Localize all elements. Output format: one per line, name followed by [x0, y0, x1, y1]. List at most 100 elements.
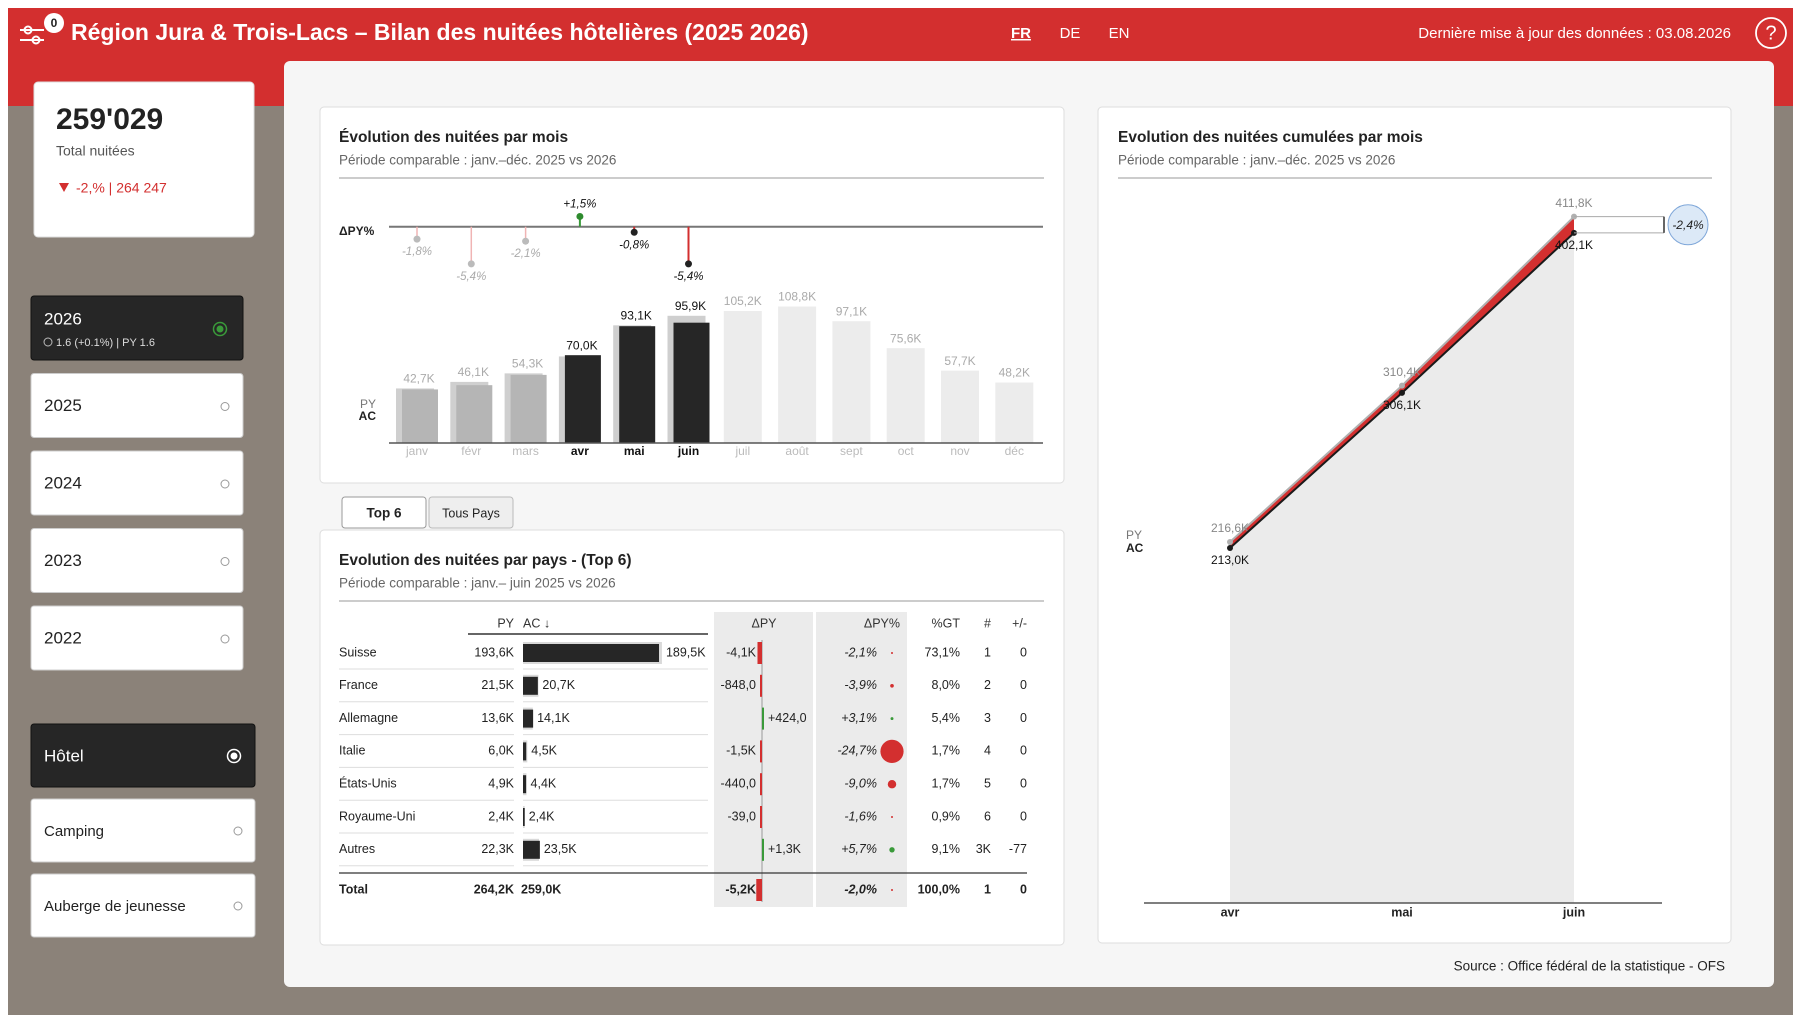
dpy-pct-dot	[880, 739, 904, 764]
legend-py: PY	[1126, 528, 1142, 542]
year-button[interactable]	[30, 373, 244, 438]
ac-bar	[402, 389, 438, 443]
py-value: 4,9K	[488, 776, 514, 790]
tab-label: Top 6	[367, 506, 402, 521]
type-button[interactable]	[30, 798, 256, 863]
card-subtitle: Période comparable : janv.–déc. 2025 vs …	[339, 153, 616, 168]
language-option[interactable]: EN	[1109, 25, 1130, 42]
card-title: Evolution des nuitées cumulées par mois	[1118, 129, 1423, 146]
series-point	[1227, 539, 1233, 545]
type-label: Hôtel	[44, 746, 84, 765]
legend-ac: AC	[359, 409, 377, 423]
dpy-pct-value: +5,7%	[841, 842, 877, 856]
delta-dot	[522, 237, 530, 245]
dpy-value: -848,0	[721, 678, 756, 692]
py-value: 13,6K	[481, 711, 514, 725]
column-header: ΔPY	[751, 616, 777, 630]
dpy-bar	[762, 707, 764, 730]
dpy-value: +1,3K	[768, 842, 802, 856]
series-point	[1227, 545, 1233, 551]
delta-value: -5,4%	[456, 271, 486, 283]
kpi-value: 259'029	[56, 103, 163, 136]
change-value: 0	[1020, 809, 1027, 823]
legend-py: PY	[360, 397, 376, 411]
card-subtitle: Période comparable : janv.–déc. 2025 vs …	[1118, 153, 1395, 168]
x-tick-label: mai	[624, 444, 645, 458]
language-option[interactable]: FR	[1011, 25, 1031, 42]
dpy-value: -440,0	[721, 776, 756, 790]
column-header: #	[984, 616, 991, 630]
radio-dot	[230, 752, 238, 760]
x-tick-label: avr	[1221, 905, 1240, 919]
type-button[interactable]	[30, 723, 256, 788]
country-name: Autres	[339, 842, 375, 856]
py-value: 193,6K	[474, 645, 514, 659]
bar-label: 108,8K	[778, 290, 816, 304]
down-arrow	[59, 183, 69, 192]
card-title: Évolution des nuitées par mois	[339, 129, 568, 146]
bar-label: 75,6K	[890, 331, 921, 345]
change-value: 0	[1020, 711, 1027, 725]
year-button[interactable]	[30, 605, 244, 671]
tab[interactable]	[428, 496, 514, 529]
bar-label: 97,1K	[836, 304, 867, 318]
year-button[interactable]	[30, 295, 244, 361]
x-tick-label: août	[785, 444, 809, 458]
bar-label: 70,0K	[566, 338, 597, 352]
tab[interactable]	[341, 496, 427, 529]
language-option[interactable]: DE	[1060, 25, 1081, 42]
ac-bar	[510, 374, 547, 443]
ac-bar	[564, 355, 601, 443]
ac-value: 4,5K	[531, 744, 557, 758]
ac-bar	[523, 808, 525, 826]
filter-icon[interactable]	[20, 25, 44, 45]
x-tick-label: juin	[1562, 905, 1585, 919]
year-label: 2025	[44, 396, 82, 415]
ac-bar	[523, 676, 538, 695]
icon-knob	[31, 35, 41, 45]
delta-value: -5,4%	[673, 271, 703, 283]
delta-dot	[413, 235, 421, 243]
rank-value: 1	[984, 882, 991, 896]
delta-value: -2,4%	[1672, 218, 1704, 232]
dpy-bar	[762, 838, 764, 861]
ac-value: 20,7K	[542, 678, 575, 692]
kpi-card	[33, 81, 255, 238]
rank-value: 2	[984, 678, 991, 692]
clock-icon	[43, 337, 53, 347]
column-header: PY	[497, 616, 514, 630]
gt-value: 5,4%	[932, 711, 961, 725]
country-name: Royaume-Uni	[339, 809, 415, 823]
delta-dot	[630, 228, 638, 236]
type-label: Camping	[44, 823, 104, 840]
year-button[interactable]	[30, 528, 244, 593]
bar-label: 54,3K	[512, 357, 543, 371]
bar-label: 48,2K	[999, 366, 1030, 380]
rank-value: 3	[984, 711, 991, 725]
py-bar	[941, 370, 979, 443]
kpi-delta: -2,% | 264 247	[76, 180, 167, 196]
py-bar	[778, 306, 817, 443]
radio	[233, 901, 243, 911]
ac-value: 259,0K	[521, 882, 561, 896]
help-button[interactable]	[1755, 17, 1787, 49]
point-label: 411,8K	[1555, 196, 1592, 210]
py-bar	[723, 311, 762, 443]
year-button[interactable]	[30, 450, 244, 516]
type-button[interactable]	[30, 873, 256, 938]
ac-value: 189,5K	[666, 645, 706, 659]
type-label: Auberge de jeunesse	[44, 898, 186, 915]
dpy-pct-dot	[890, 683, 894, 688]
dpy-value: -1,5K	[726, 744, 757, 758]
x-tick-label: oct	[898, 444, 915, 458]
radio	[233, 826, 243, 836]
dpy-value: -5,2K	[725, 882, 756, 896]
kpi-label: Total nuitées	[56, 143, 135, 159]
point-label: 213,0K	[1211, 553, 1249, 567]
badge	[44, 13, 64, 33]
ac-bar	[523, 840, 540, 859]
change-value: -77	[1009, 842, 1027, 856]
change-value: 0	[1020, 776, 1027, 790]
ac-value: 23,5K	[544, 842, 577, 856]
country-name: Allemagne	[339, 711, 398, 725]
